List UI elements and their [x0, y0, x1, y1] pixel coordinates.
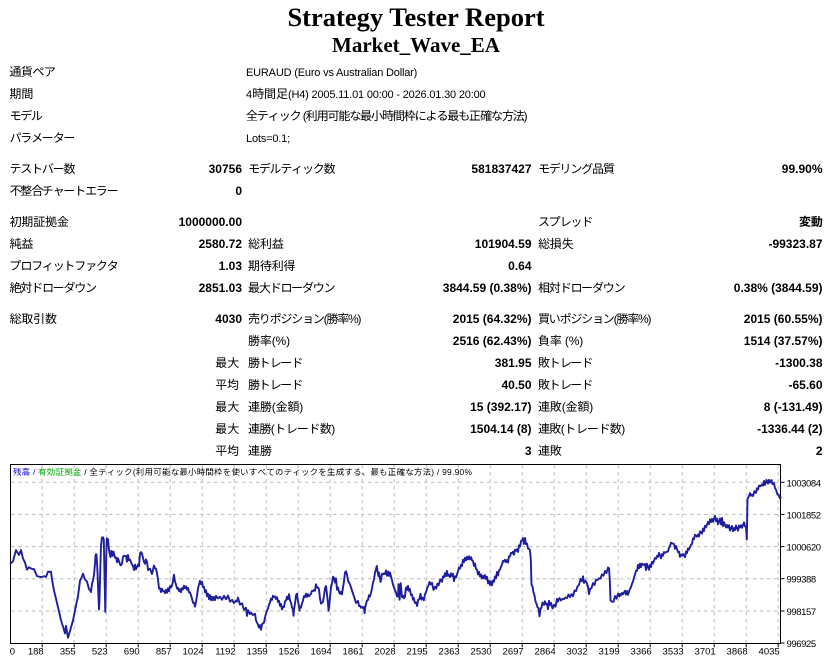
svg-text:2864: 2864	[535, 647, 556, 658]
svg-text:188: 188	[28, 647, 44, 658]
svg-text:3701: 3701	[695, 647, 716, 658]
svg-text:3533: 3533	[663, 647, 684, 658]
svg-text:999388: 999388	[787, 575, 816, 586]
svg-text:996925: 996925	[787, 639, 816, 650]
svg-text:1000620: 1000620	[787, 543, 821, 554]
svg-text:1861: 1861	[343, 647, 364, 658]
svg-text:998157: 998157	[787, 607, 816, 618]
svg-text:1024: 1024	[183, 647, 204, 658]
svg-text:1359: 1359	[247, 647, 268, 658]
svg-text:1694: 1694	[311, 647, 332, 658]
svg-text:2363: 2363	[439, 647, 460, 658]
svg-text:1526: 1526	[279, 647, 300, 658]
svg-text:2697: 2697	[503, 647, 524, 658]
svg-text:2530: 2530	[471, 647, 492, 658]
svg-text:690: 690	[124, 647, 140, 658]
svg-text:355: 355	[60, 647, 76, 658]
svg-text:3868: 3868	[727, 647, 748, 658]
svg-text:3366: 3366	[631, 647, 652, 658]
svg-text:2195: 2195	[407, 647, 428, 658]
svg-text:857: 857	[156, 647, 172, 658]
svg-text:1003084: 1003084	[787, 478, 821, 489]
svg-text:3032: 3032	[567, 647, 588, 658]
svg-text:1192: 1192	[215, 647, 235, 658]
svg-text:523: 523	[92, 647, 108, 658]
svg-text:0: 0	[10, 647, 15, 658]
svg-text:2028: 2028	[375, 647, 396, 658]
svg-text:4035: 4035	[759, 647, 780, 658]
svg-text:1001852: 1001852	[787, 510, 821, 521]
svg-text:3199: 3199	[599, 647, 620, 658]
